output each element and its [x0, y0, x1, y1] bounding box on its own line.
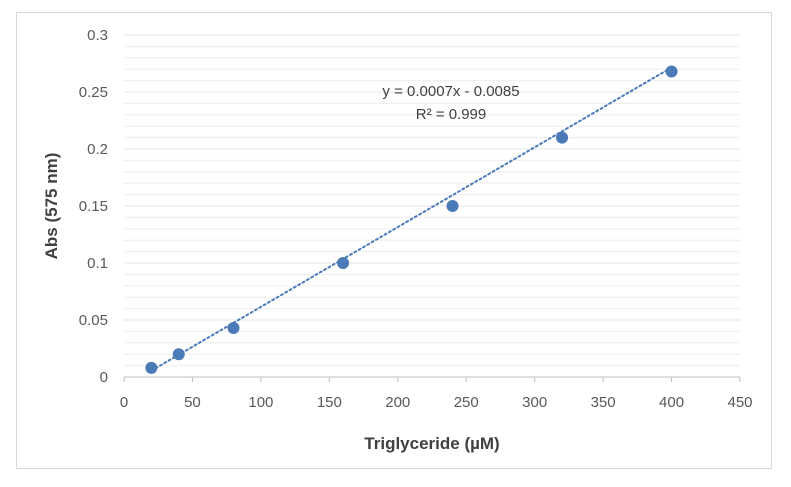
- y-tick-label: 0.05: [79, 312, 108, 329]
- data-point: [446, 200, 459, 212]
- y-tick-label: 0.2: [87, 141, 108, 158]
- x-tick-label: 450: [727, 394, 752, 411]
- y-tick-label: 0.1: [87, 255, 108, 272]
- x-tick-label: 200: [385, 394, 410, 411]
- x-tick-label: 50: [184, 394, 201, 411]
- tick-labels: 0 0.05 0.1 0.15 0.2 0.25 0.3 0 50 100 150 200 250 300…: [79, 27, 753, 411]
- y-tick-label: 0.15: [79, 198, 108, 215]
- data-point: [145, 361, 158, 374]
- y-tick-label: 0.25: [79, 84, 108, 101]
- axis-layer: [123, 376, 741, 382]
- x-tick-label: 150: [317, 394, 342, 411]
- y-tick-label: 0: [100, 369, 108, 386]
- trendline-layer: [150, 66, 673, 372]
- data-point: [337, 257, 350, 269]
- x-tick-label: 350: [591, 394, 616, 411]
- x-axis-title: Triglyceride (µM): [364, 434, 499, 453]
- data-point: [556, 131, 569, 144]
- trendline-equation: y = 0.0007x - 0.0085: [382, 83, 519, 100]
- x-tick-label: 250: [454, 394, 479, 411]
- x-tick-label: 100: [248, 394, 273, 411]
- trendline-r-squared: R² = 0.999: [416, 106, 486, 123]
- trendline: [150, 66, 673, 372]
- x-tick-label: 0: [120, 394, 128, 411]
- data-points: [145, 65, 678, 374]
- data-point: [227, 321, 240, 334]
- y-axis-title: Abs (575 nm): [42, 153, 61, 260]
- data-point: [665, 65, 678, 78]
- x-tick-label: 400: [659, 394, 684, 411]
- x-tick-label: 300: [522, 394, 547, 411]
- y-tick-label: 0.3: [87, 27, 108, 44]
- data-point: [172, 348, 185, 361]
